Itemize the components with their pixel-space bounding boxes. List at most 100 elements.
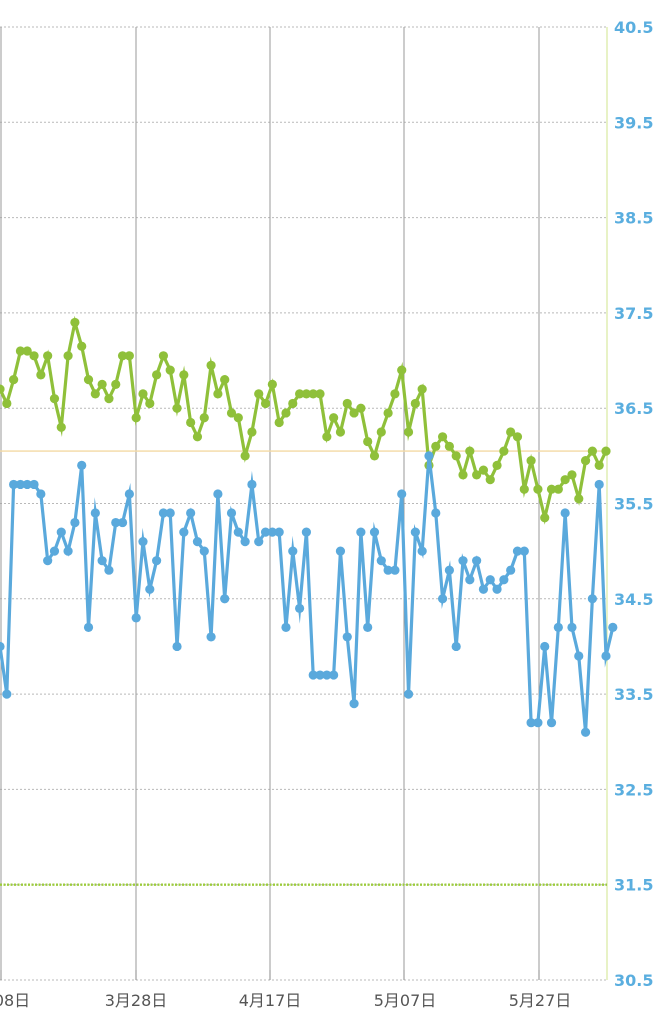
data-point [560,475,570,485]
data-point [383,408,393,418]
data-point [260,398,271,409]
y-tick-label: 40.5 [614,18,653,37]
data-point [295,389,305,399]
data-point [403,689,414,699]
data-point [138,389,148,399]
data-point [506,427,516,437]
data-point [295,603,305,613]
data-point [465,446,475,456]
data-point [131,413,141,423]
data-point [260,527,271,537]
data-point [301,389,311,399]
data-point [36,370,46,380]
data-point [594,479,604,490]
data-point [499,575,509,585]
data-point [226,508,237,518]
data-point [274,417,284,428]
data-point [301,527,311,537]
data-point [397,489,407,499]
data-point [444,441,454,451]
data-point [492,584,502,594]
data-point [179,370,189,380]
series-line [0,315,608,525]
data-point [206,360,216,370]
data-point [526,456,536,466]
series-line [0,455,615,733]
x-tick-label: 5月27日 [509,991,572,1010]
y-tick-label: 31.5 [614,876,653,895]
data-point [288,546,298,556]
data-point [240,451,250,461]
data-point [233,413,243,423]
data-point [36,489,46,499]
data-point [451,451,461,461]
data-point [43,351,53,361]
data-point [512,432,523,442]
data-point [601,446,611,456]
data-point [363,622,373,632]
data-point [322,670,332,680]
data-point [186,508,196,518]
data-point [158,351,169,361]
data-point [70,317,80,328]
data-point [104,394,114,404]
y-tick-label: 30.5 [614,971,653,990]
data-point [90,508,100,518]
data-point [315,389,325,399]
data-point [356,527,366,537]
data-point [444,565,454,575]
data-point [111,517,121,528]
data-point [587,446,597,456]
data-point [601,651,611,661]
data-point [526,718,536,728]
data-point [138,537,148,547]
data-point [322,432,332,442]
data-point [124,489,134,499]
data-point [0,641,5,652]
data-point [2,398,12,409]
data-point [329,670,339,680]
data-point [390,565,400,575]
y-tick-label: 33.5 [614,685,653,704]
data-point [410,527,420,537]
data-point [342,398,352,409]
data-point [519,546,529,556]
data-point [288,398,298,409]
data-point [574,651,584,661]
data-point [0,384,5,394]
reference-lines [0,450,607,886]
data-point [274,527,284,537]
x-tick-label: 3月28日 [105,991,168,1010]
data-point [152,370,162,380]
y-tick-label: 32.5 [614,780,653,799]
data-point [172,403,182,413]
data-point [397,365,407,375]
data-point [553,484,563,494]
data-point [485,575,495,585]
data-point [574,494,584,504]
data-point [97,556,107,566]
data-point [431,441,441,451]
data-point [254,389,264,399]
data-point [226,408,237,418]
x-tick-label: 5月07日 [374,991,437,1010]
data-point [465,575,475,585]
data-point [376,427,386,437]
data-point [363,436,373,447]
data-point [131,613,141,623]
data-point [492,460,502,470]
data-point [172,641,182,652]
data-point [165,508,175,518]
data-point [580,456,591,466]
data-point [342,632,352,642]
data-point [451,641,461,652]
data-point [213,389,223,399]
data-point [281,622,291,632]
data-point [356,403,366,413]
data-point [43,556,53,566]
data-point [315,670,325,680]
data-point [308,389,318,399]
data-point [117,517,128,528]
y-axis-ticks: 40.5 39.5 38.5 37.5 36.5 35.5 34.5 33.5 32.5 31.5… [614,18,653,990]
data-point [383,565,393,575]
